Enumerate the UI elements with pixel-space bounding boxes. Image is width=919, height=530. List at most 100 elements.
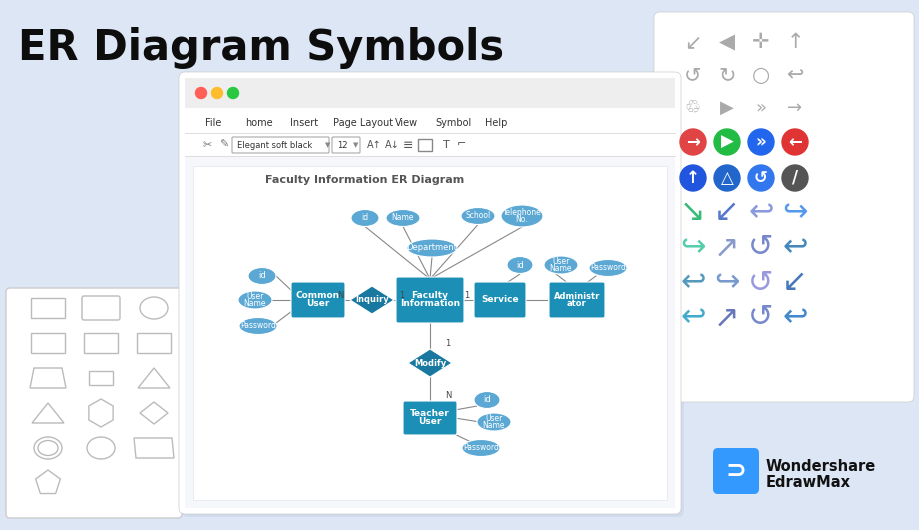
Text: 1: 1 (464, 290, 469, 299)
Text: File: File (205, 118, 221, 128)
Ellipse shape (588, 260, 627, 277)
Text: 12: 12 (336, 140, 347, 149)
Text: Insert: Insert (289, 118, 318, 128)
Circle shape (747, 165, 773, 191)
Text: Modify: Modify (414, 358, 446, 367)
Ellipse shape (506, 257, 532, 273)
Text: id: id (482, 395, 491, 404)
Text: home: home (244, 118, 272, 128)
Text: User: User (418, 418, 441, 427)
Text: Name: Name (244, 299, 266, 308)
Text: ↙: ↙ (781, 269, 807, 297)
Text: ○: ○ (751, 65, 769, 85)
Text: ↺: ↺ (747, 234, 773, 262)
Text: Password: Password (589, 263, 625, 272)
FancyBboxPatch shape (6, 288, 182, 518)
Circle shape (196, 87, 206, 99)
Polygon shape (349, 286, 393, 314)
Text: ✛: ✛ (752, 32, 769, 52)
Text: ↩: ↩ (781, 234, 807, 262)
Polygon shape (36, 470, 61, 493)
Text: →: → (686, 133, 699, 151)
Text: ↪: ↪ (713, 269, 739, 297)
Text: T: T (443, 140, 449, 150)
Text: User: User (551, 257, 569, 266)
FancyBboxPatch shape (549, 282, 605, 318)
Ellipse shape (501, 205, 542, 227)
Ellipse shape (140, 297, 168, 319)
Text: Name: Name (391, 214, 414, 223)
Text: Faculty: Faculty (411, 292, 448, 301)
Text: ↑: ↑ (786, 32, 803, 52)
Text: ↺: ↺ (747, 269, 773, 297)
Text: Administr: Administr (553, 292, 599, 301)
Text: ↗: ↗ (713, 304, 739, 332)
Bar (89, 371, 113, 385)
Ellipse shape (406, 239, 457, 257)
Text: ▶: ▶ (720, 99, 733, 117)
Polygon shape (32, 403, 64, 423)
Circle shape (713, 165, 739, 191)
Text: User: User (485, 414, 502, 423)
Ellipse shape (34, 437, 62, 459)
Circle shape (747, 129, 773, 155)
Ellipse shape (386, 209, 420, 226)
Text: ↗: ↗ (713, 234, 739, 262)
Bar (417, 139, 432, 151)
Bar (193, 166, 666, 500)
Bar (185, 78, 675, 108)
Text: ↙: ↙ (684, 32, 701, 52)
Text: ⌐: ⌐ (457, 140, 466, 150)
Text: id: id (516, 261, 523, 269)
Text: N: N (336, 290, 343, 299)
Text: Teacher: Teacher (410, 410, 449, 419)
Polygon shape (140, 402, 168, 424)
Bar (137, 333, 171, 353)
Text: A↓: A↓ (384, 140, 400, 150)
Ellipse shape (87, 437, 115, 459)
Text: ≡: ≡ (403, 138, 413, 152)
FancyBboxPatch shape (403, 401, 457, 435)
Text: ▼: ▼ (324, 142, 330, 148)
FancyBboxPatch shape (332, 137, 359, 153)
Text: 1: 1 (445, 339, 450, 348)
Ellipse shape (38, 440, 58, 455)
Circle shape (713, 129, 739, 155)
Text: ↪: ↪ (679, 234, 705, 262)
Text: ↩: ↩ (781, 304, 807, 332)
Text: ↩: ↩ (679, 269, 705, 297)
Text: No.: No. (516, 215, 528, 224)
Ellipse shape (351, 209, 379, 226)
Text: Information: Information (400, 299, 460, 308)
Text: Wondershare: Wondershare (766, 459, 875, 474)
Text: Symbol: Symbol (435, 118, 471, 128)
Text: ✂: ✂ (203, 140, 212, 150)
Text: ↩: ↩ (679, 304, 705, 332)
Ellipse shape (460, 208, 494, 225)
Text: »: » (754, 99, 766, 117)
Text: ER Diagram Symbols: ER Diagram Symbols (18, 27, 504, 69)
Circle shape (227, 87, 238, 99)
Text: ↙: ↙ (713, 199, 739, 227)
FancyBboxPatch shape (82, 296, 119, 320)
Text: User: User (306, 299, 329, 308)
Text: Name: Name (550, 264, 572, 273)
Text: ↩: ↩ (786, 65, 803, 85)
Text: Telephone: Telephone (502, 208, 540, 217)
Text: View: View (394, 118, 417, 128)
Text: »: » (754, 133, 766, 151)
Bar (31, 333, 65, 353)
Text: Department: Department (406, 243, 457, 252)
Text: ←: ← (788, 133, 801, 151)
Text: →: → (787, 99, 801, 117)
Circle shape (211, 87, 222, 99)
Text: △: △ (720, 169, 732, 187)
Text: Faculty Information ER Diagram: Faculty Information ER Diagram (265, 175, 464, 185)
Text: ator: ator (566, 299, 586, 308)
Text: ✎: ✎ (219, 140, 228, 150)
Text: Help: Help (484, 118, 506, 128)
Text: A↑: A↑ (367, 140, 381, 150)
Circle shape (781, 165, 807, 191)
Bar (185, 156, 675, 508)
Text: id: id (361, 214, 369, 223)
